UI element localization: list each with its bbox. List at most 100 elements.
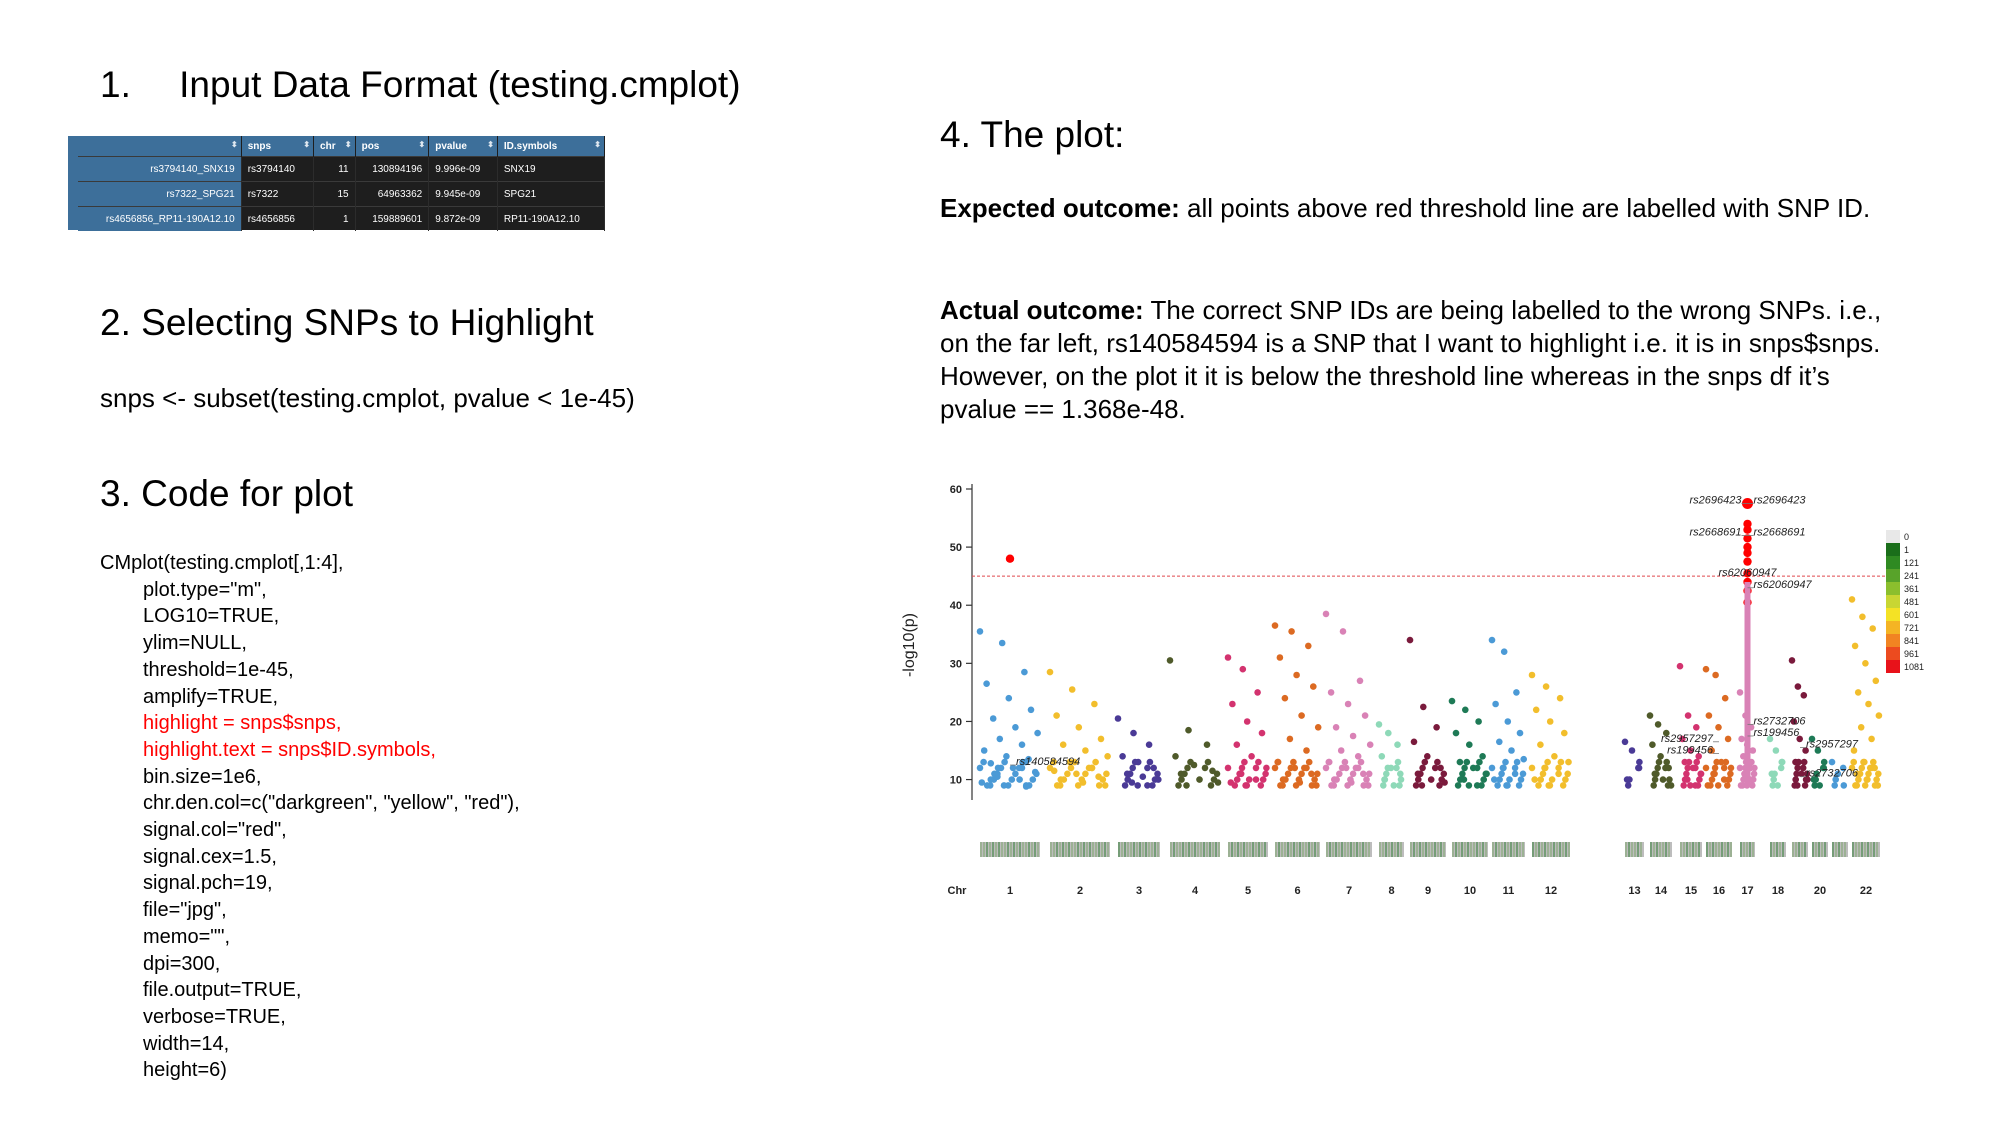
snp-point-chr22 <box>1848 764 1856 772</box>
x-tick-label-chr1: 1 <box>1007 885 1013 897</box>
snp-point-chr10 <box>1480 776 1487 783</box>
sort-icon[interactable]: ⬍ <box>594 140 601 149</box>
snp-point-chr1 <box>1022 783 1030 790</box>
snp-point-chr2 <box>1046 668 1054 676</box>
snp-point-chr2 <box>1059 741 1067 748</box>
section1-number: 1. <box>100 64 131 105</box>
snp-point-chr5 <box>1224 654 1232 661</box>
section1-title: Input Data Format (testing.cmplot) <box>179 64 741 105</box>
table-header-rowname[interactable]: ⬍ <box>78 136 242 157</box>
snp-point-chr5 <box>1252 764 1260 772</box>
snp-point-chr10 <box>1462 706 1469 714</box>
code-line-highlighted: highlight.text = snps$ID.symbols, <box>143 738 436 761</box>
snp-point-chr2 <box>1101 782 1109 789</box>
table-cell: rs4656856 <box>241 206 315 231</box>
sort-icon[interactable]: ⬍ <box>303 140 311 149</box>
snp-point-chr10 <box>1452 729 1460 737</box>
snp-point-chr7 <box>1327 689 1335 696</box>
snp-point-chr13 <box>1628 747 1636 754</box>
snp-point-chr14 <box>1659 776 1667 783</box>
legend-label: 961 <box>1904 649 1919 659</box>
x-tick-label-chr12: 12 <box>1545 885 1557 897</box>
signal-point-chr17 <box>1743 569 1752 578</box>
snp-point-chr12 <box>1557 758 1565 766</box>
snp-point-chr8 <box>1385 729 1392 737</box>
code-line: chr.den.col=c("darkgreen", "yellow", "re… <box>143 792 520 815</box>
snp-point-chr16 <box>1720 776 1728 783</box>
table-header-snps[interactable]: snps ⬍ <box>241 136 315 157</box>
snp-point-chr22 <box>1865 700 1872 708</box>
snp-point-chr4 <box>1204 758 1212 766</box>
code-line: memo="", <box>143 925 231 948</box>
snp-point-chr19 <box>1800 758 1808 766</box>
snp-point-chr2 <box>1074 782 1082 789</box>
snp-point-chr10 <box>1469 764 1477 772</box>
snp-point-chr4 <box>1185 726 1192 734</box>
snp-point-chr2 <box>1104 753 1111 760</box>
snp-label: rs2732706 <box>1806 768 1859 780</box>
snp-point-chr5 <box>1224 764 1232 772</box>
snp-point-chr6 <box>1277 782 1284 789</box>
x-tick-label-chr3: 3 <box>1136 885 1142 897</box>
snp-point-chr8 <box>1397 776 1405 783</box>
snp-point-chr9 <box>1421 758 1429 766</box>
sort-icon[interactable]: ⬍ <box>487 140 494 149</box>
snp-point-chr19 <box>1790 718 1798 725</box>
snp-point-chr8 <box>1396 782 1403 789</box>
snp-point-chr1 <box>983 782 991 789</box>
snp-point-chr3 <box>1130 729 1137 737</box>
x-tick-label-chr4: 4 <box>1192 885 1199 897</box>
snp-point-chr3 <box>1150 764 1157 772</box>
table-header-label: snps <box>247 140 272 152</box>
snp-point-chr6 <box>1296 779 1304 786</box>
x-tick-label-chr7: 7 <box>1346 885 1352 897</box>
snp-point-chr15 <box>1693 724 1700 731</box>
snp-point-chr20 <box>1820 758 1828 766</box>
snp-point-chr4 <box>1175 782 1182 789</box>
snp-point-chr5 <box>1242 782 1249 789</box>
table-cell: 15 <box>313 181 356 207</box>
snp-point-chr1 <box>1012 770 1019 778</box>
snp-point-chr12 <box>1551 753 1558 760</box>
snp-point-chr17 <box>1737 782 1745 789</box>
snp-point-chr19 <box>1794 782 1801 789</box>
snp-point-chr22 <box>1875 712 1883 719</box>
sort-icon[interactable]: ⬍ <box>344 140 352 149</box>
legend-swatch <box>1886 634 1900 647</box>
table-header-ID.symbols[interactable]: ID.symbols ⬍ <box>497 136 606 157</box>
snp-point-chr7 <box>1349 732 1357 740</box>
snp-point-chr10 <box>1459 770 1466 778</box>
snp-point-chr22 <box>1858 764 1866 772</box>
snp-point-chr18 <box>1778 758 1786 766</box>
table-header-pos[interactable]: pos ⬍ <box>355 136 430 157</box>
snp-point-chr1 <box>987 760 995 767</box>
snp-point-chr7 <box>1357 758 1365 766</box>
snp-point-chr14 <box>1663 729 1670 737</box>
snp-point-chr1 <box>994 764 1002 772</box>
table-header-pvalue[interactable]: pvalue ⬍ <box>428 136 498 157</box>
snp-point-chr5 <box>1258 729 1266 737</box>
snp-point-chr10 <box>1454 782 1462 789</box>
snp-point-chr16 <box>1727 770 1734 778</box>
snp-point-chr2 <box>1085 764 1093 772</box>
snp-point-chr8 <box>1384 764 1392 772</box>
snp-point-chr8 <box>1397 770 1404 778</box>
snp-point-chr4 <box>1201 764 1209 772</box>
snp-point-chr5 <box>1259 776 1267 783</box>
table-header-chr[interactable]: chr ⬍ <box>313 136 356 157</box>
snp-point-chr6 <box>1293 671 1300 679</box>
snp-point-chr2 <box>1092 758 1099 766</box>
snp-point-chr11 <box>1498 770 1505 778</box>
snp-point-chr3 <box>1123 770 1131 778</box>
snp-point-chr7 <box>1361 712 1369 719</box>
legend-label: 721 <box>1904 623 1919 633</box>
snp-point-chr10 <box>1460 776 1468 783</box>
snp-point-chr11 <box>1494 782 1501 789</box>
snp-point-chr20 <box>1813 770 1820 778</box>
sort-icon[interactable]: ⬍ <box>418 140 426 149</box>
snp-point-chr1 <box>989 715 997 722</box>
snp-point-chr12 <box>1544 758 1551 766</box>
sort-icon[interactable]: ⬍ <box>231 140 238 149</box>
x-tick-label-chr11: 11 <box>1503 885 1515 897</box>
